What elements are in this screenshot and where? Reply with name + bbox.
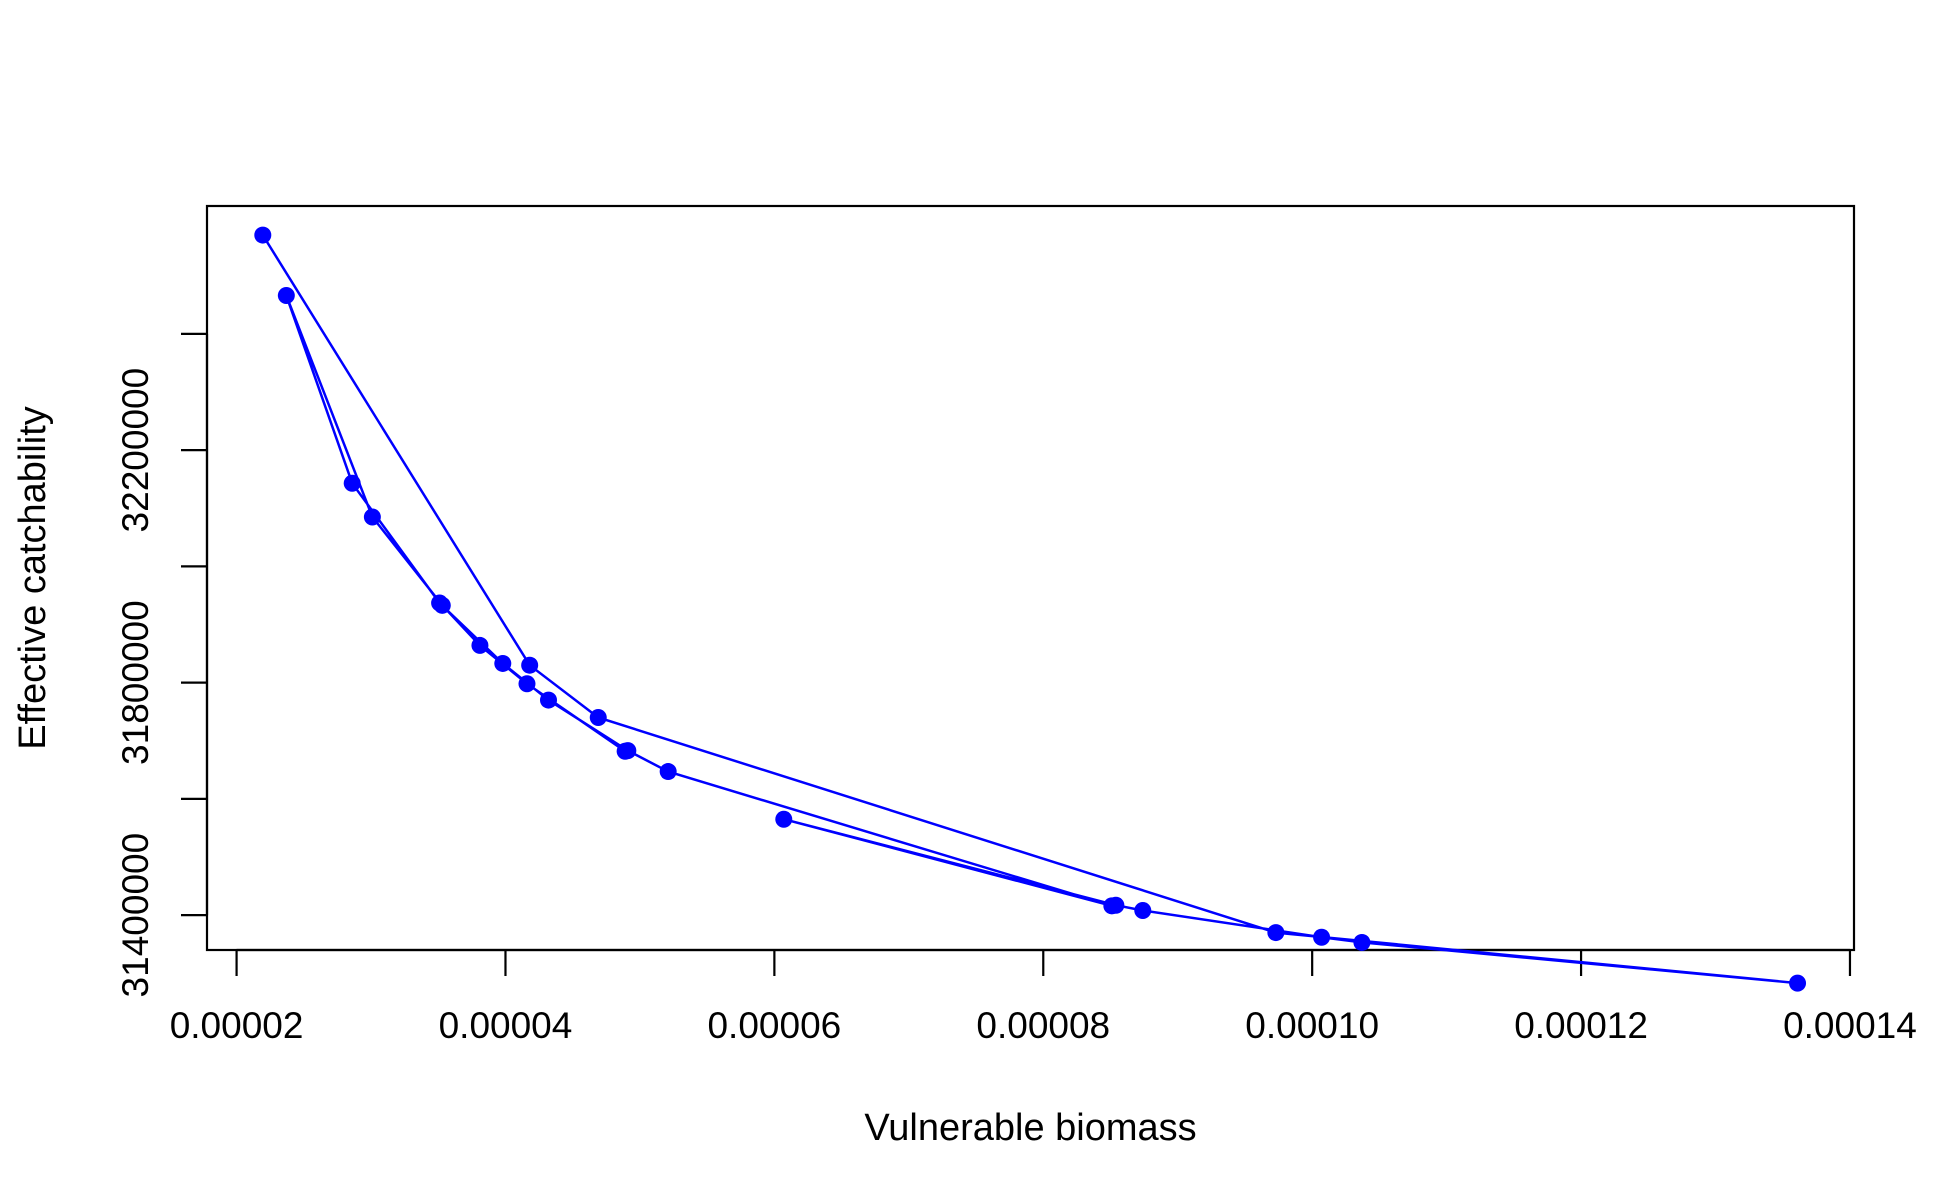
series-layer xyxy=(254,226,1807,992)
data-point xyxy=(616,742,634,760)
y-tick-label: 31400000 xyxy=(115,833,156,998)
data-point xyxy=(775,810,793,828)
axes-layer: 0.00002 0.00004 0.00006 0.00008 0.00010 0.000… xyxy=(115,204,1917,1046)
data-point xyxy=(433,596,451,614)
data-point xyxy=(343,474,361,492)
data-point xyxy=(1103,897,1121,915)
data-point xyxy=(1353,933,1371,951)
data-point xyxy=(1789,974,1807,992)
data-point xyxy=(254,226,272,244)
series-line xyxy=(261,234,1798,985)
data-point xyxy=(471,636,489,654)
x-tick-label: 0.00010 xyxy=(1245,1005,1379,1046)
labels-layer: Vulnerable biomass Effective catchabilit… xyxy=(12,406,1197,1149)
data-point xyxy=(277,287,295,305)
x-tick-label: 0.00014 xyxy=(1783,1005,1917,1046)
data-point xyxy=(1134,901,1152,919)
plot-frame xyxy=(205,204,1856,952)
x-tick-label: 0.00006 xyxy=(707,1005,841,1046)
data-point xyxy=(659,763,677,781)
y-tick-label: 31800000 xyxy=(115,600,156,765)
data-point xyxy=(518,675,536,693)
data-point xyxy=(589,709,607,726)
y-axis-title: Effective catchability xyxy=(12,406,54,750)
x-axis-title: Vulnerable biomass xyxy=(864,1107,1196,1149)
data-point xyxy=(494,654,512,672)
data-point xyxy=(1267,924,1285,942)
data-point xyxy=(521,656,539,674)
x-tick-label: 0.00008 xyxy=(976,1005,1110,1046)
data-point xyxy=(363,508,381,526)
data-point xyxy=(1313,928,1331,946)
x-tick-label: 0.00004 xyxy=(439,1005,573,1046)
y-tick-label: 32200000 xyxy=(115,368,156,533)
x-tick-label: 0.00002 xyxy=(170,1005,304,1046)
data-point xyxy=(540,691,558,709)
x-tick-label: 0.00012 xyxy=(1514,1005,1648,1046)
